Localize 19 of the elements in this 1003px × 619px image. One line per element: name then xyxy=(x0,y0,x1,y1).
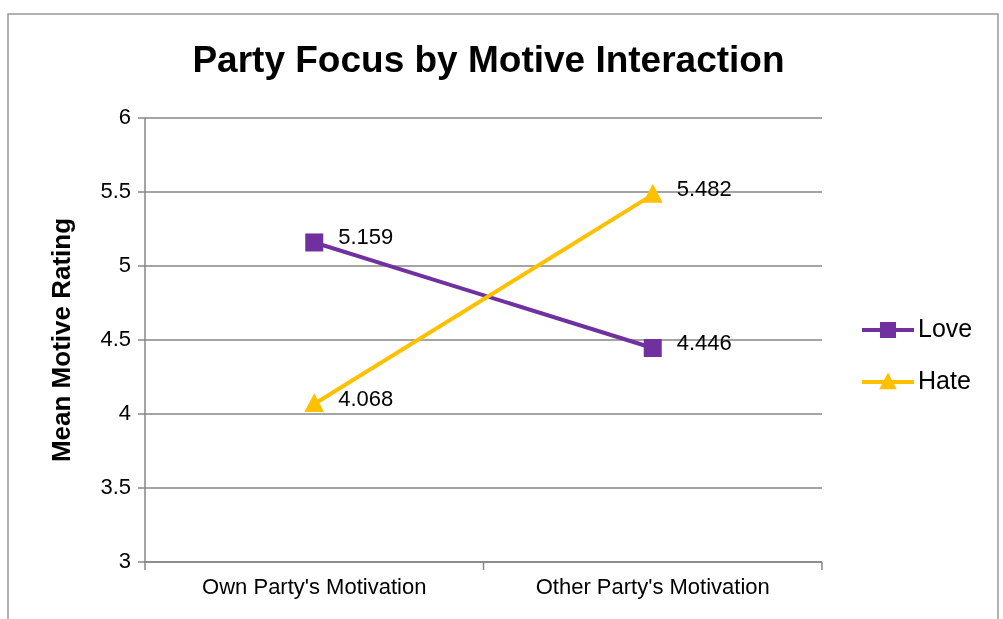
x-tick-label: Other Party's Motivation xyxy=(535,574,770,599)
legend-label: Love xyxy=(918,313,973,342)
y-tick-label: 6 xyxy=(118,103,131,129)
chart-title: Party Focus by Motive Interaction xyxy=(192,39,785,80)
y-tick-label: 5.5 xyxy=(100,177,131,203)
data-label: 4.446 xyxy=(676,329,732,355)
data-label: 4.068 xyxy=(338,385,394,411)
y-tick-label: 4 xyxy=(118,399,131,425)
point xyxy=(305,233,324,252)
y-tick-label: 5 xyxy=(118,251,131,277)
y-tick-label: 4.5 xyxy=(100,325,131,351)
legend-label: Hate xyxy=(918,365,971,394)
y-axis-title: Mean Motive Rating xyxy=(46,217,76,463)
point xyxy=(643,338,662,357)
x-tick-label: Own Party's Motivation xyxy=(202,574,427,599)
data-label: 5.482 xyxy=(676,176,732,202)
y-tick-label: 3 xyxy=(118,547,131,573)
data-label: 5.159 xyxy=(338,224,394,250)
y-tick-label: 3.5 xyxy=(100,473,131,499)
